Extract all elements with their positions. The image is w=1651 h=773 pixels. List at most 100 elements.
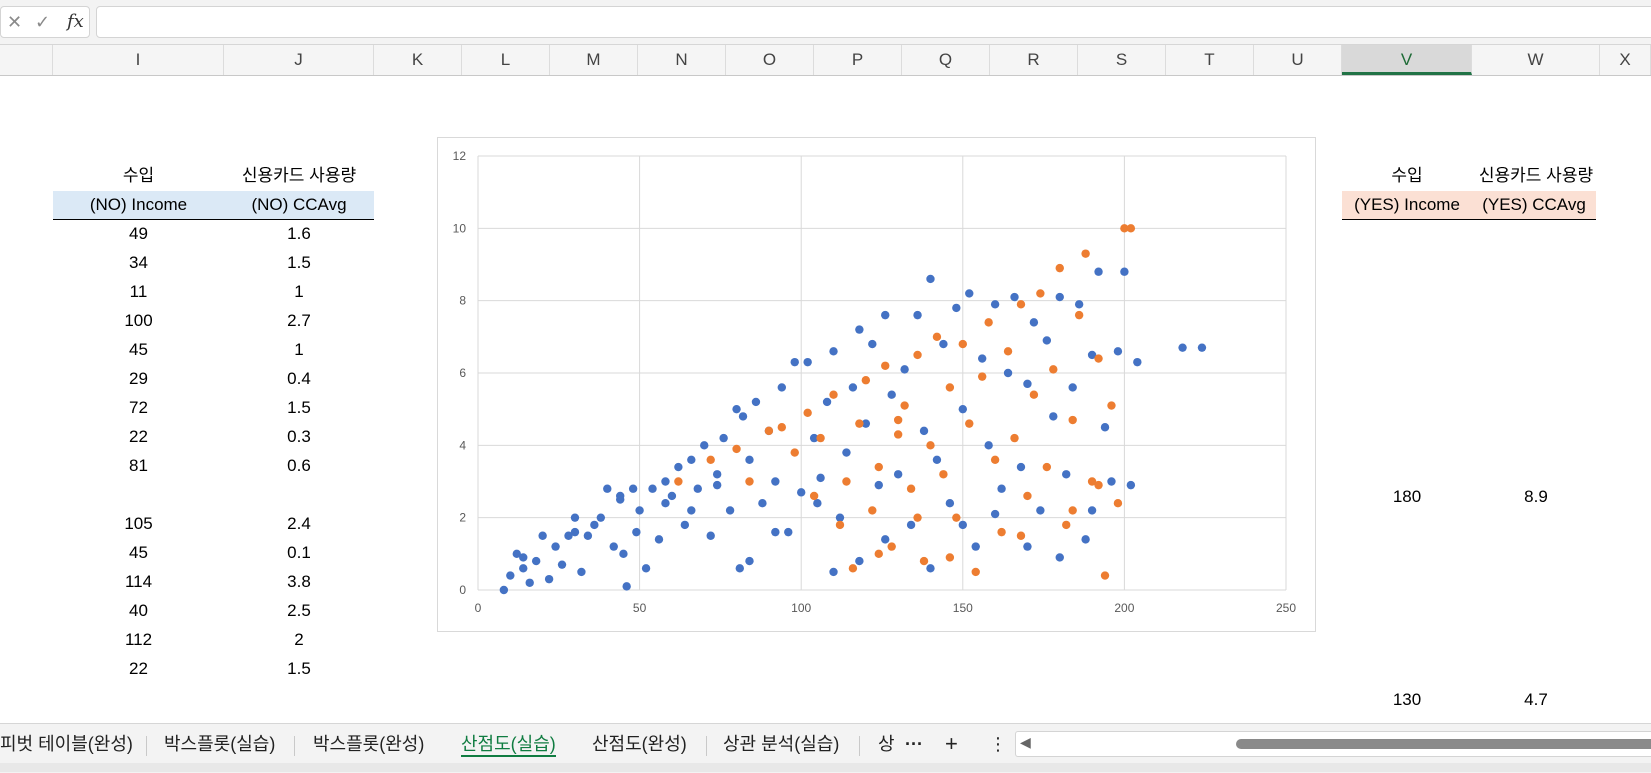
data-point (1081, 535, 1090, 544)
sheet-tab[interactable]: 박스플롯(완성) (313, 734, 425, 754)
data-point (1016, 462, 1026, 472)
horizontal-scrollbar[interactable]: ◀ (1015, 731, 1651, 757)
column-header-r[interactable]: R (990, 45, 1078, 75)
column-header-i[interactable]: I (53, 45, 224, 75)
yes-income-cell[interactable]: 180 (1392, 487, 1422, 506)
yes-ccavg-kr-header[interactable]: 신용카드 사용량 (1478, 166, 1594, 185)
column-header-s[interactable]: S (1078, 45, 1166, 75)
data-point (735, 564, 744, 573)
data-point (1062, 520, 1071, 530)
no-ccavg-cell[interactable]: 2.7 (287, 311, 311, 330)
no-income-cell[interactable]: 100 (124, 311, 153, 330)
data-point (893, 470, 903, 479)
column-header-x[interactable]: X (1600, 45, 1651, 75)
no-income-cell[interactable]: 22 (129, 427, 148, 446)
no-ccavg-cell[interactable]: 2.4 (287, 514, 311, 533)
yes-income-header[interactable]: (YES) Income (1342, 191, 1472, 220)
sheet-tab[interactable]: 상관 분석(실습) (723, 734, 840, 754)
scroll-left-icon[interactable]: ◀ (1020, 734, 1031, 750)
no-ccavg-cell[interactable]: 0.3 (287, 427, 311, 446)
no-ccavg-cell[interactable]: 1.6 (287, 224, 311, 243)
sheet-tab[interactable]: 산점도(완성) (592, 734, 687, 754)
yes-ccavg-header[interactable]: (YES) CCAvg (1472, 191, 1596, 220)
data-point (1087, 350, 1097, 360)
column-header-t[interactable]: T (1166, 45, 1254, 75)
no-ccavg-cell[interactable]: 1.5 (287, 659, 311, 678)
tab-separator (706, 736, 707, 756)
no-ccavg-cell[interactable]: 2 (294, 630, 304, 649)
no-income-cell[interactable]: 29 (129, 369, 148, 388)
data-point (674, 477, 683, 486)
sheet-menu-button[interactable]: ⋮ (989, 734, 1007, 754)
data-point (628, 484, 638, 493)
data-point (635, 506, 644, 515)
yes-ccavg-cell[interactable]: 4.7 (1524, 690, 1548, 709)
no-income-cell[interactable]: 45 (129, 543, 148, 562)
column-header-o[interactable]: O (726, 45, 814, 75)
no-income-header[interactable]: (NO) Income (53, 191, 224, 220)
no-income-cell[interactable]: 72 (129, 398, 148, 417)
close-icon[interactable]: ✕ (7, 12, 23, 32)
data-point (1003, 368, 1013, 378)
sheet-tab[interactable]: 박스플롯(실습) (164, 734, 276, 754)
yes-ccavg-cell[interactable]: 8.9 (1524, 487, 1548, 506)
scatter-chart[interactable]: 0 50 100 150 200 250 0 2 4 6 8 10 12 (437, 137, 1316, 632)
sheet-tab-active[interactable]: 산점도(실습) (461, 724, 556, 764)
no-ccavg-cell[interactable]: 0.1 (287, 543, 311, 562)
no-income-cell[interactable]: 105 (124, 514, 153, 533)
data-point (706, 531, 715, 540)
no-income-cell[interactable]: 112 (124, 630, 153, 649)
column-header-p[interactable]: P (814, 45, 902, 75)
data-point (797, 488, 806, 497)
no-ccavg-cell[interactable]: 1.5 (287, 253, 311, 272)
more-tabs-button[interactable]: ··· (905, 734, 923, 754)
data-point (900, 401, 909, 410)
no-income-cell[interactable]: 49 (129, 224, 148, 243)
no-ccavg-kr-header[interactable]: 신용카드 사용량 (241, 166, 357, 185)
data-point (603, 484, 612, 493)
data-point (661, 499, 670, 508)
column-header-m[interactable]: M (550, 45, 638, 75)
add-sheet-button[interactable]: + (945, 731, 958, 756)
no-income-kr-header[interactable]: 수입 (122, 166, 155, 185)
data-point (1074, 310, 1084, 320)
no-ccavg-cell[interactable]: 1.5 (287, 398, 311, 417)
no-ccavg-cell[interactable]: 0.4 (287, 369, 311, 388)
column-header-k[interactable]: K (374, 45, 462, 75)
data-point (648, 484, 657, 493)
column-header-q[interactable]: Q (902, 45, 990, 75)
no-ccavg-cell[interactable]: 3.8 (287, 572, 311, 591)
scroll-thumb[interactable] (1236, 739, 1651, 749)
column-header-v[interactable]: V (1342, 45, 1472, 75)
column-header-n[interactable]: N (638, 45, 726, 75)
sheet-tab[interactable]: 피벗 테이블(완성) (0, 734, 133, 754)
yes-income-cell[interactable]: 130 (1392, 690, 1422, 709)
no-ccavg-cell[interactable]: 1 (294, 340, 304, 359)
column-header-u[interactable]: U (1254, 45, 1342, 75)
sheet-tab[interactable]: 상 (878, 734, 895, 754)
data-point (952, 303, 961, 313)
formula-buttons: ✕ ✓ fx (0, 6, 90, 38)
column-header-h[interactable] (0, 45, 53, 75)
data-point (1016, 531, 1026, 540)
no-income-cell[interactable]: 81 (129, 456, 148, 475)
no-ccavg-cell[interactable]: 1 (294, 282, 304, 301)
no-income-cell[interactable]: 40 (129, 601, 148, 620)
no-income-cell[interactable]: 11 (129, 282, 148, 301)
no-ccavg-cell[interactable]: 0.6 (287, 456, 311, 475)
formula-input[interactable] (96, 6, 1651, 38)
no-income-cell[interactable]: 45 (129, 340, 148, 359)
no-ccavg-header[interactable]: (NO) CCAvg (224, 191, 374, 220)
column-header-w[interactable]: W (1472, 45, 1600, 75)
no-income-cell[interactable]: 22 (129, 659, 148, 678)
yes-income-kr-header[interactable]: 수입 (1391, 166, 1423, 185)
data-point (997, 484, 1006, 493)
no-ccavg-cell[interactable]: 2.5 (287, 601, 311, 620)
check-icon[interactable]: ✓ (35, 12, 51, 32)
column-header-l[interactable]: L (462, 45, 550, 75)
column-header-j[interactable]: J (224, 45, 374, 75)
data-point (1120, 224, 1129, 233)
no-income-cell[interactable]: 114 (124, 572, 153, 591)
no-income-cell[interactable]: 34 (129, 253, 148, 272)
insert-function-button[interactable]: fx (67, 11, 84, 32)
